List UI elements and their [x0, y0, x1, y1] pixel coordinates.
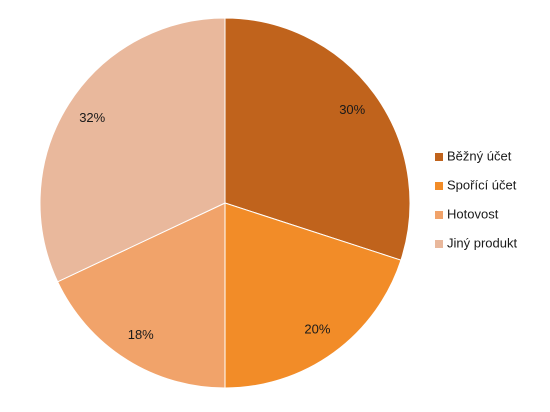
pie-slice: [224, 17, 411, 261]
data-label: 30%: [339, 102, 365, 117]
legend-label: Hotovost: [447, 206, 499, 221]
pie-slice: [56, 202, 226, 389]
data-label: 32%: [79, 110, 105, 125]
legend-label: Běžný účet: [447, 148, 512, 163]
legend-swatch: [435, 240, 443, 248]
data-label: 20%: [304, 322, 330, 337]
pie-slice: [39, 17, 226, 283]
legend-swatch: [435, 153, 443, 161]
legend-swatch: [435, 211, 443, 219]
legend-label: Spořící účet: [447, 177, 517, 192]
pie-slice: [224, 202, 402, 389]
data-label: 18%: [128, 327, 154, 342]
legend-swatch: [435, 182, 443, 190]
legend-label: Jiný produkt: [447, 235, 517, 250]
